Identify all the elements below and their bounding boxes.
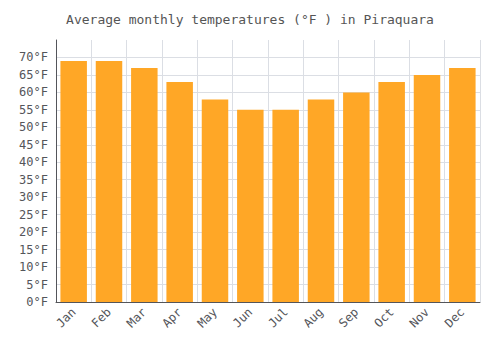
svg-text:70°F: 70°F (19, 50, 48, 64)
svg-text:30°F: 30°F (19, 190, 48, 204)
svg-text:Oct: Oct (371, 305, 396, 330)
svg-text:40°F: 40°F (19, 155, 48, 169)
svg-text:45°F: 45°F (19, 138, 48, 152)
svg-text:Apr: Apr (159, 305, 184, 330)
svg-text:15°F: 15°F (19, 243, 48, 257)
svg-text:0°F: 0°F (26, 295, 48, 309)
svg-text:60°F: 60°F (19, 85, 48, 99)
svg-text:Jun: Jun (230, 305, 255, 330)
svg-text:Sep: Sep (336, 305, 361, 330)
svg-text:Mar: Mar (124, 305, 149, 330)
svg-text:55°F: 55°F (19, 103, 48, 117)
svg-text:Jan: Jan (53, 305, 78, 330)
svg-text:Feb: Feb (89, 305, 114, 330)
svg-text:50°F: 50°F (19, 120, 48, 134)
svg-text:25°F: 25°F (19, 208, 48, 222)
svg-text:Jul: Jul (265, 305, 290, 330)
svg-text:5°F: 5°F (26, 278, 48, 292)
svg-text:Nov: Nov (407, 305, 432, 330)
svg-text:35°F: 35°F (19, 173, 48, 187)
svg-text:Dec: Dec (442, 305, 467, 330)
svg-text:May: May (195, 305, 220, 330)
svg-text:Average monthly temperatures (: Average monthly temperatures (°F ) in Pi… (66, 12, 434, 27)
svg-text:20°F: 20°F (19, 225, 48, 239)
svg-text:65°F: 65°F (19, 68, 48, 82)
svg-text:10°F: 10°F (19, 260, 48, 274)
svg-text:Aug: Aug (301, 305, 326, 330)
